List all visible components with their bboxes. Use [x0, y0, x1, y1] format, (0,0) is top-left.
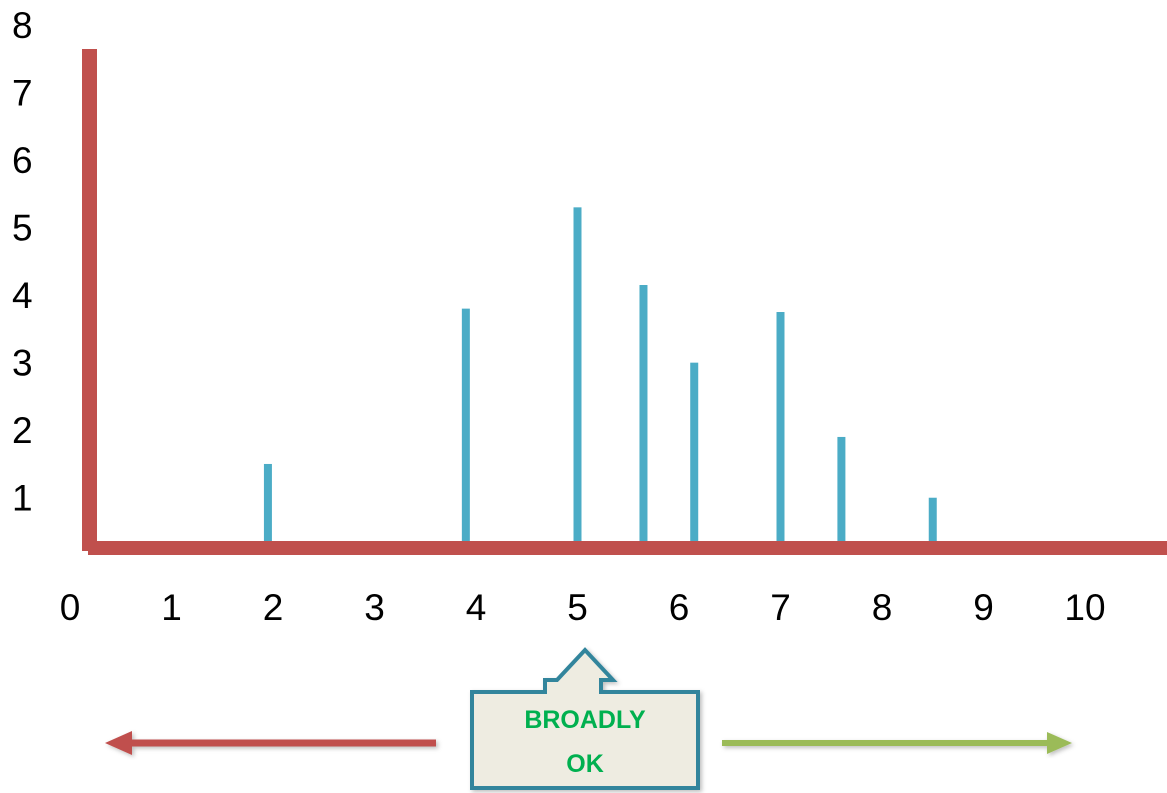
broadly-ok-callout: BROADLY OK: [470, 647, 700, 790]
x-tick-label: 8: [872, 587, 893, 628]
y-tick-label: 2: [12, 410, 33, 451]
callout-label-line2: OK: [566, 750, 604, 778]
bar: [573, 207, 582, 549]
bar: [690, 362, 699, 548]
x-axis-line: [88, 541, 1167, 555]
bar: [639, 285, 648, 548]
y-tick-label: 1: [12, 478, 33, 519]
y-tick-labels: 1 2 3 4 5 6 7 8: [12, 5, 33, 519]
bar: [837, 436, 846, 548]
bar: [928, 497, 937, 548]
y-tick-label: 4: [12, 275, 33, 316]
x-tick-label: 10: [1064, 587, 1105, 628]
axes: [82, 49, 1167, 555]
up-arrow-callout-shape: [470, 647, 700, 790]
x-tick-label: 9: [973, 587, 994, 628]
bar: [461, 308, 470, 548]
x-tick-label: 4: [466, 587, 487, 628]
left-arrow: [105, 731, 436, 755]
bars: [263, 207, 937, 549]
bar: [776, 312, 785, 548]
y-tick-label: 5: [12, 208, 33, 249]
y-tick-label: 7: [12, 73, 33, 114]
y-tick-label: 6: [12, 140, 33, 181]
x-tick-label: 6: [669, 587, 690, 628]
x-tick-labels: 0 1 2 3 4 5 6 7 8 9 10: [60, 587, 1106, 628]
y-axis-line: [82, 49, 97, 551]
callout-label-line1: BROADLY: [524, 706, 646, 734]
bar: [263, 463, 272, 548]
right-arrow: [722, 732, 1072, 754]
x-tick-label: 2: [263, 587, 284, 628]
x-tick-label: 0: [60, 587, 81, 628]
x-tick-label: 3: [364, 587, 385, 628]
x-tick-label: 5: [567, 587, 588, 628]
x-tick-label: 1: [161, 587, 182, 628]
x-tick-label: 7: [770, 587, 791, 628]
y-tick-label: 3: [12, 343, 33, 384]
y-tick-label: 8: [12, 5, 33, 46]
